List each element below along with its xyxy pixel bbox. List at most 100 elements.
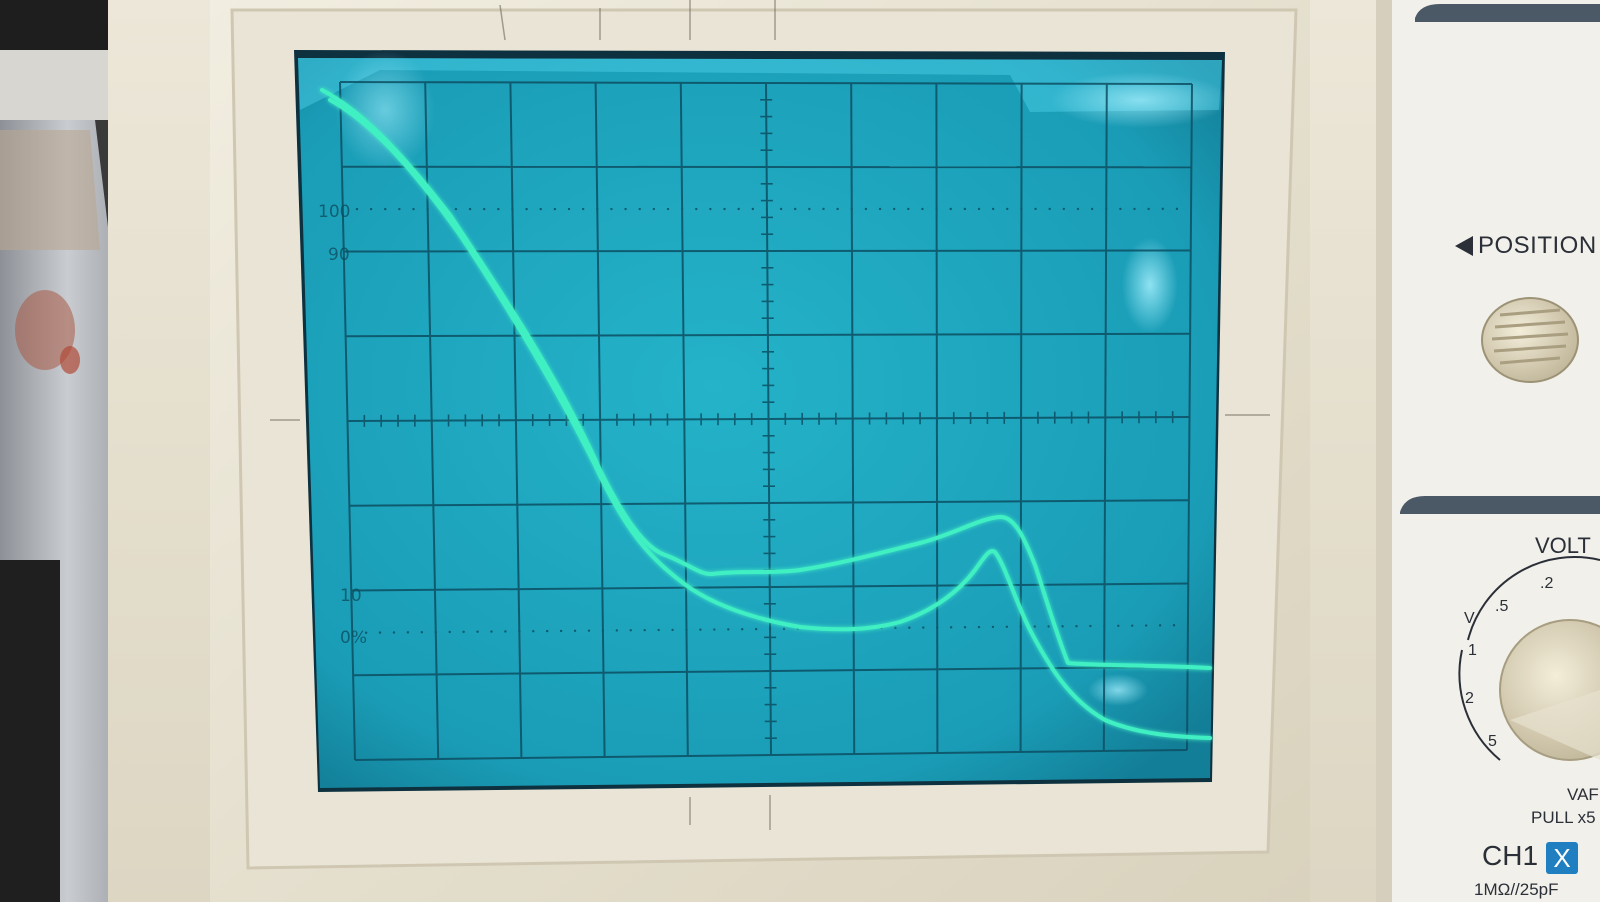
reference-dot — [384, 207, 387, 211]
reference-dot — [1075, 624, 1078, 628]
reference-dot — [1175, 207, 1179, 211]
reference-dot — [378, 631, 382, 634]
reference-dot — [1117, 624, 1120, 627]
reference-dot — [406, 631, 410, 634]
reference-dot — [768, 627, 772, 631]
reference-dot — [713, 628, 716, 631]
volts-scale-2: 2 — [1465, 690, 1474, 707]
reference-dot — [921, 207, 924, 211]
reference-dot — [808, 207, 811, 211]
reference-dot — [624, 207, 627, 211]
reference-dot — [587, 629, 591, 632]
reference-dot — [1090, 207, 1094, 211]
reference-dot — [573, 629, 577, 633]
reference-dot — [699, 628, 702, 631]
reference-dot — [412, 207, 415, 211]
reference-dot — [629, 629, 632, 632]
graticule-label-100: 100 — [318, 202, 351, 222]
reference-dot — [615, 629, 619, 632]
reference-dot — [794, 207, 797, 211]
reference-dot — [685, 628, 688, 631]
reference-dot — [963, 207, 967, 211]
reference-dot — [1033, 625, 1036, 628]
reference-dot — [448, 630, 451, 634]
reference-dot — [610, 207, 613, 211]
volts-scale-half: .5 — [1495, 598, 1509, 615]
reference-dot — [836, 207, 839, 211]
reference-dot — [1089, 624, 1092, 628]
reference-dot — [1076, 207, 1080, 211]
reference-dot — [850, 207, 853, 211]
reference-dot — [426, 207, 429, 211]
reference-dot — [671, 628, 674, 632]
graticule-label-90: 90 — [328, 245, 350, 265]
grid-horizontal-line — [339, 81, 1193, 85]
reference-dot — [963, 625, 967, 629]
reference-dot — [434, 630, 437, 634]
reference-dot — [490, 630, 493, 633]
reference-dot — [525, 207, 528, 211]
graticule-label-0pct: 0% — [340, 628, 367, 648]
reference-dot — [892, 207, 896, 211]
reference-dot — [782, 627, 786, 631]
reference-dot — [977, 625, 981, 629]
channel-x-badge: X — [1546, 842, 1578, 874]
channel-1-label: CH1 — [1482, 840, 1539, 871]
volts-div-label: VOLT — [1535, 533, 1591, 558]
reference-dot — [765, 207, 769, 211]
crt-screen — [298, 58, 1222, 788]
volts-scale-fifth: .2 — [1540, 575, 1554, 592]
reference-dot — [559, 629, 563, 633]
reference-dot — [1062, 207, 1066, 211]
reference-dot — [908, 626, 911, 629]
grid-horizontal-line — [354, 749, 1188, 761]
reference-dot — [878, 207, 882, 211]
volts-div-knob[interactable] — [1458, 556, 1600, 761]
reference-dot — [596, 207, 599, 211]
reference-dot — [949, 207, 952, 211]
position-knob[interactable] — [1481, 297, 1579, 383]
reference-dot — [1161, 207, 1164, 211]
reference-dot — [1147, 207, 1150, 211]
reference-dot — [462, 630, 465, 634]
reference-dot — [864, 207, 868, 211]
reference-dot — [695, 207, 698, 211]
reference-dot — [1103, 624, 1106, 628]
reference-dot — [907, 207, 910, 211]
reference-dot — [935, 207, 938, 211]
reference-dot — [504, 630, 507, 633]
position-label: POSITION — [1478, 232, 1597, 259]
reference-dot — [1105, 207, 1108, 211]
waveform-trace-lower — [328, 98, 1212, 740]
reference-dot — [680, 207, 684, 211]
reference-dot — [369, 207, 373, 211]
reference-dot — [949, 626, 953, 629]
reference-dot — [751, 207, 754, 211]
reference-dot — [723, 207, 726, 211]
reference-dot — [1133, 207, 1136, 211]
reference-dot — [392, 631, 396, 634]
reference-dot — [727, 628, 730, 631]
reference-dot — [666, 207, 670, 211]
reference-dot — [991, 207, 995, 211]
waveform-trace-upper — [320, 88, 1212, 670]
reference-dot — [754, 627, 758, 631]
reference-dot — [1019, 625, 1022, 628]
reference-dot — [1119, 207, 1122, 211]
reference-dot — [454, 207, 458, 211]
pull-x5-label: PULL x5 — [1531, 808, 1596, 827]
reference-dot — [497, 207, 500, 211]
reference-dot — [1034, 207, 1037, 211]
reference-dot — [1144, 624, 1148, 627]
front-panel — [1390, 0, 1600, 902]
reference-dot — [398, 207, 401, 211]
volts-scale-5: 5 — [1488, 733, 1497, 750]
reference-dot — [581, 207, 585, 211]
reference-dot — [1020, 207, 1023, 211]
reference-dot — [657, 628, 660, 632]
reference-dot — [482, 207, 486, 211]
reference-dot — [1047, 625, 1050, 628]
left-arrow-icon — [1455, 236, 1473, 256]
reference-dot — [532, 629, 535, 633]
